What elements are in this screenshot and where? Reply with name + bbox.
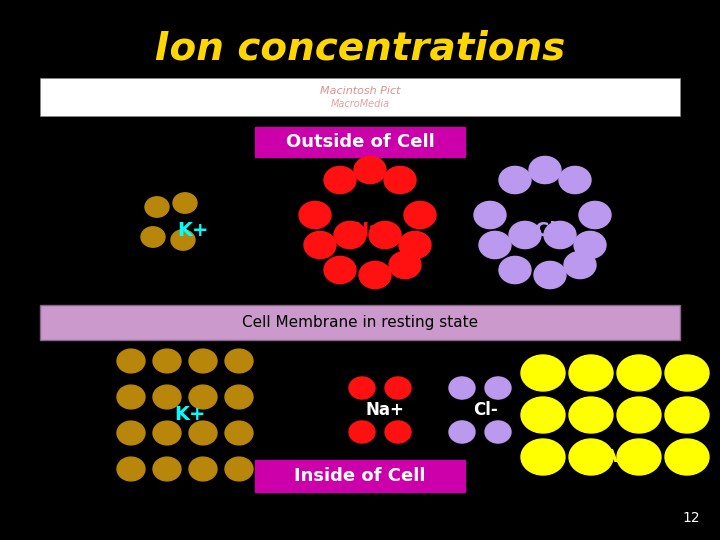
- Ellipse shape: [349, 421, 375, 443]
- Ellipse shape: [544, 221, 576, 248]
- Text: 12: 12: [683, 511, 700, 525]
- Ellipse shape: [617, 355, 661, 391]
- Ellipse shape: [225, 457, 253, 481]
- Ellipse shape: [665, 397, 709, 433]
- Ellipse shape: [617, 439, 661, 475]
- FancyBboxPatch shape: [40, 305, 680, 340]
- Ellipse shape: [399, 232, 431, 259]
- Ellipse shape: [359, 261, 391, 288]
- Ellipse shape: [117, 457, 145, 481]
- Ellipse shape: [569, 439, 613, 475]
- Ellipse shape: [529, 157, 561, 184]
- Ellipse shape: [385, 377, 411, 399]
- Ellipse shape: [324, 166, 356, 194]
- Ellipse shape: [534, 261, 566, 288]
- Ellipse shape: [574, 232, 606, 259]
- Text: Cell Membrane in resting state: Cell Membrane in resting state: [242, 314, 478, 329]
- Ellipse shape: [485, 421, 511, 443]
- Ellipse shape: [153, 457, 181, 481]
- Ellipse shape: [171, 230, 195, 250]
- Text: Na+: Na+: [366, 401, 405, 419]
- Ellipse shape: [449, 421, 475, 443]
- Text: Ion concentrations: Ion concentrations: [155, 30, 565, 68]
- Ellipse shape: [564, 252, 596, 279]
- Ellipse shape: [521, 355, 565, 391]
- FancyBboxPatch shape: [40, 78, 680, 116]
- Ellipse shape: [324, 256, 356, 284]
- FancyBboxPatch shape: [255, 460, 465, 492]
- Ellipse shape: [141, 227, 165, 247]
- Text: Cl-: Cl-: [536, 220, 564, 240]
- Ellipse shape: [189, 349, 217, 373]
- Ellipse shape: [225, 385, 253, 409]
- Text: K+: K+: [174, 406, 206, 424]
- Ellipse shape: [569, 397, 613, 433]
- FancyBboxPatch shape: [255, 127, 465, 157]
- Ellipse shape: [369, 221, 401, 248]
- Ellipse shape: [349, 377, 375, 399]
- Ellipse shape: [521, 397, 565, 433]
- Ellipse shape: [485, 377, 511, 399]
- Ellipse shape: [384, 166, 416, 194]
- Text: Inside of Cell: Inside of Cell: [294, 467, 426, 485]
- Ellipse shape: [665, 439, 709, 475]
- Ellipse shape: [354, 157, 386, 184]
- Ellipse shape: [334, 221, 366, 248]
- Text: Macintosh Pict: Macintosh Pict: [320, 86, 400, 96]
- Ellipse shape: [189, 457, 217, 481]
- Ellipse shape: [304, 232, 336, 259]
- Ellipse shape: [299, 201, 331, 228]
- Ellipse shape: [117, 385, 145, 409]
- Ellipse shape: [153, 421, 181, 445]
- Ellipse shape: [509, 221, 541, 248]
- Ellipse shape: [189, 421, 217, 445]
- Ellipse shape: [173, 193, 197, 213]
- Ellipse shape: [117, 349, 145, 373]
- Ellipse shape: [117, 421, 145, 445]
- Text: K+: K+: [177, 220, 209, 240]
- Ellipse shape: [385, 421, 411, 443]
- Text: Outside of Cell: Outside of Cell: [286, 133, 434, 151]
- Text: Na+: Na+: [352, 220, 398, 240]
- Ellipse shape: [569, 355, 613, 391]
- Ellipse shape: [499, 256, 531, 284]
- Ellipse shape: [665, 355, 709, 391]
- Ellipse shape: [449, 377, 475, 399]
- Ellipse shape: [521, 439, 565, 475]
- Text: MacroMedia: MacroMedia: [330, 99, 390, 109]
- Ellipse shape: [153, 385, 181, 409]
- Ellipse shape: [404, 201, 436, 228]
- Ellipse shape: [189, 385, 217, 409]
- Ellipse shape: [389, 252, 421, 279]
- Text: A-: A-: [604, 448, 626, 466]
- Text: Cl-: Cl-: [472, 401, 498, 419]
- Ellipse shape: [479, 232, 511, 259]
- Ellipse shape: [225, 349, 253, 373]
- Ellipse shape: [153, 349, 181, 373]
- Ellipse shape: [225, 421, 253, 445]
- Ellipse shape: [617, 397, 661, 433]
- Ellipse shape: [474, 201, 506, 228]
- Ellipse shape: [499, 166, 531, 194]
- Ellipse shape: [145, 197, 169, 217]
- Ellipse shape: [559, 166, 591, 194]
- Ellipse shape: [579, 201, 611, 228]
